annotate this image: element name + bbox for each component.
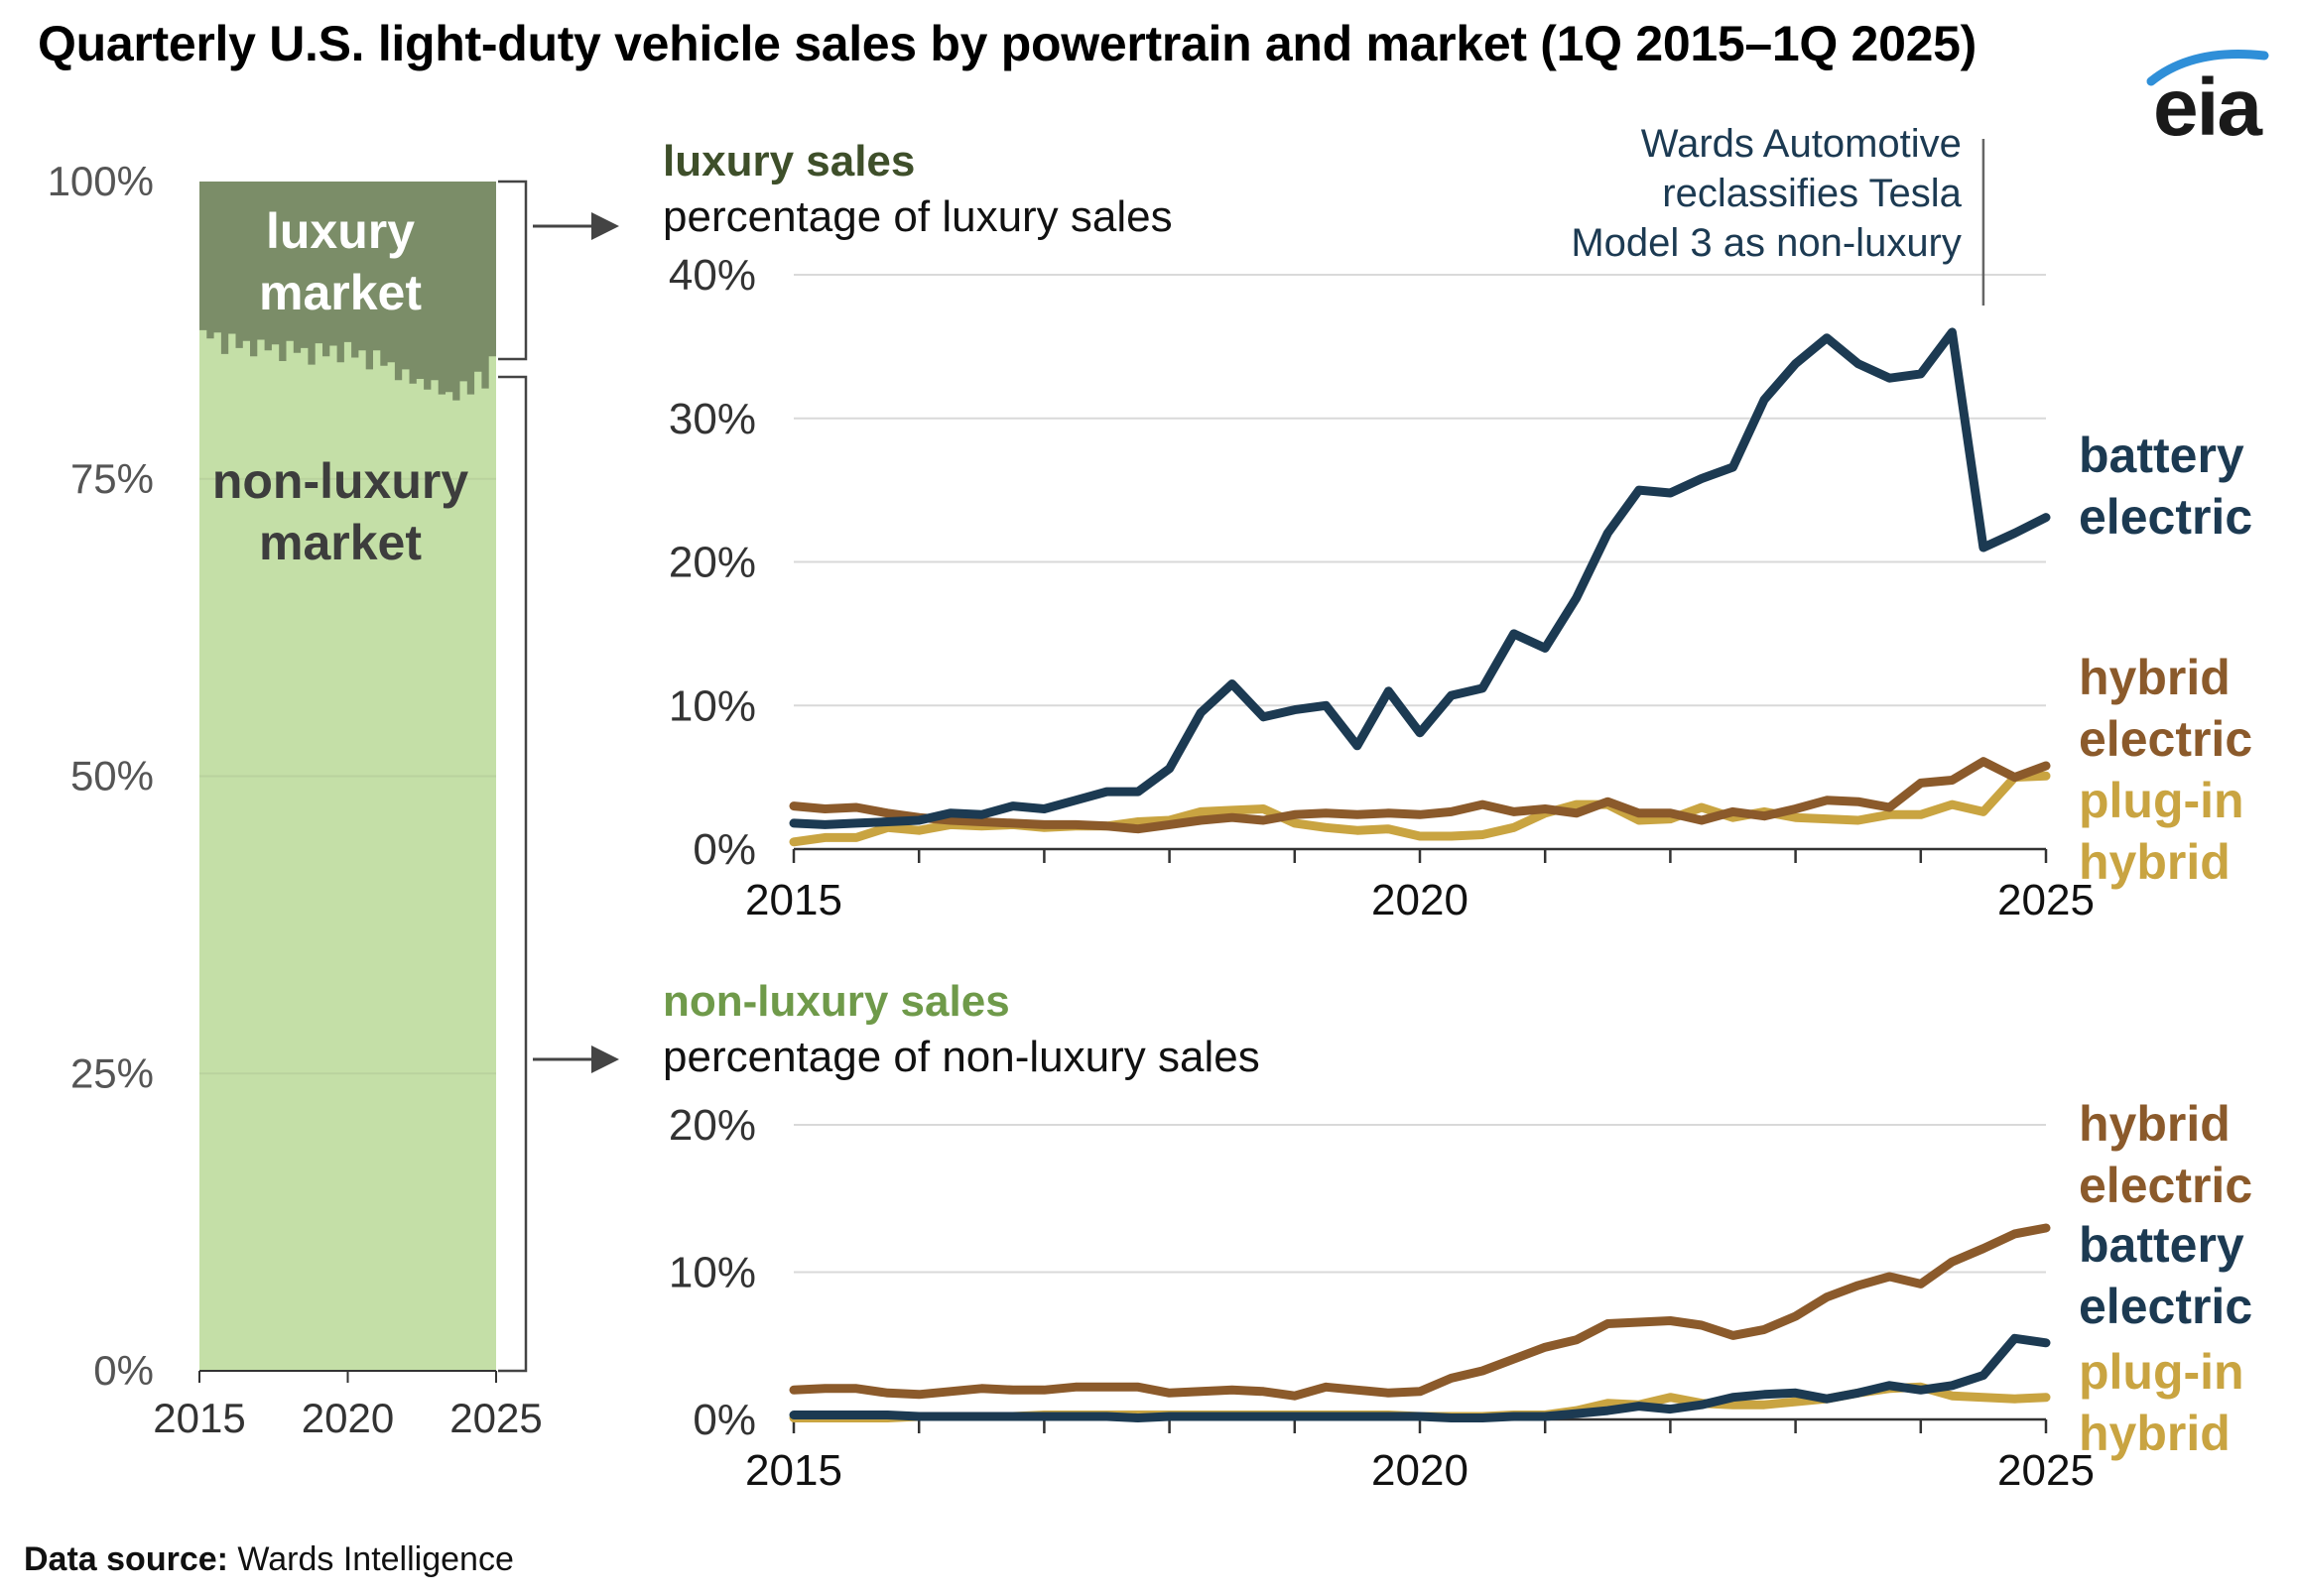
y-tick-label: 50% — [70, 753, 154, 799]
y-tick-label: 40% — [669, 251, 756, 300]
luxury-bracket — [498, 180, 528, 361]
series-label-plug-in-hybrid: hybrid — [2079, 1406, 2231, 1461]
panel-title: non-luxury sales — [663, 977, 1010, 1026]
x-tick-label: 2020 — [1371, 1446, 1468, 1495]
series-label-plug-in-hybrid: plug-in — [2079, 1344, 2244, 1400]
x-tick-label: 2025 — [449, 1395, 542, 1441]
y-tick-label: 30% — [669, 395, 756, 443]
nonluxury-market-label: non-luxury — [212, 453, 469, 509]
series-label-hybrid-electric: electric — [2079, 1158, 2252, 1213]
x-tick-label: 2025 — [1997, 876, 2095, 924]
panel-subtitle: percentage of luxury sales — [663, 192, 1173, 241]
luxury-arrow-head — [591, 212, 619, 240]
annotation-text: reclassifies Tesla — [1662, 172, 1962, 215]
data-source-label: Data source: — [24, 1540, 228, 1578]
y-tick-label: 100% — [48, 158, 154, 204]
x-tick-label: 2015 — [745, 876, 842, 924]
nonluxury-market-area — [199, 329, 496, 1371]
data-source-note: Data source: Wards Intelligence — [24, 1540, 514, 1579]
panel-subtitle: percentage of non-luxury sales — [663, 1033, 1260, 1081]
series-line-battery-electric — [789, 327, 2051, 829]
data-source-value: Wards Intelligence — [237, 1540, 514, 1578]
x-tick-label: 2015 — [153, 1395, 245, 1441]
y-tick-label: 25% — [70, 1049, 154, 1096]
y-tick-label: 20% — [669, 1101, 756, 1150]
series-label-battery-electric: battery — [2079, 1217, 2244, 1273]
eia-logo: eia — [2146, 50, 2269, 153]
luxury-market-label: luxury — [266, 203, 415, 259]
chart-title: Quarterly U.S. light-duty vehicle sales … — [38, 16, 1977, 71]
y-tick-label: 0% — [693, 1396, 756, 1444]
series-line-plug-in-hybrid — [789, 771, 2051, 847]
luxury-market-label: market — [259, 265, 422, 320]
series-label-battery-electric: electric — [2079, 489, 2252, 545]
series-label-hybrid-electric: hybrid — [2079, 1096, 2231, 1152]
y-tick-label: 0% — [693, 825, 756, 874]
y-tick-label: 10% — [669, 1249, 756, 1297]
luxury-sales-chart: luxury sales percentage of luxury sales 0%… — [663, 122, 2252, 924]
x-tick-label: 2020 — [302, 1395, 394, 1441]
x-tick-label: 2015 — [745, 1446, 842, 1495]
market-share-chart: 0% 25% 50% 75% 100% 2015 2020 2025 luxury market n… — [48, 158, 543, 1441]
series-line-hybrid-electric — [789, 1223, 2051, 1401]
panel-connectors — [498, 180, 619, 1373]
series-line-battery-electric — [789, 1333, 2051, 1422]
series-label-hybrid-electric: hybrid — [2079, 650, 2231, 705]
series-label-battery-electric: electric — [2079, 1279, 2252, 1334]
nonluxury-bracket — [498, 375, 528, 1373]
y-tick-label: 0% — [93, 1347, 154, 1394]
nonluxury-sales-chart: non-luxury sales percentage of non-luxury… — [663, 977, 2252, 1495]
annotation-text: Model 3 as non-luxury — [1571, 221, 1962, 265]
x-tick-label: 2025 — [1997, 1446, 2095, 1495]
eia-logo-text: eia — [2153, 62, 2263, 153]
annotation-text: Wards Automotive — [1641, 122, 1962, 166]
panel-title: luxury sales — [663, 137, 915, 185]
nonluxury-arrow-head — [591, 1045, 619, 1073]
y-tick-label: 10% — [669, 681, 756, 730]
series-label-plug-in-hybrid: hybrid — [2079, 834, 2231, 890]
series-label-hybrid-electric: electric — [2079, 711, 2252, 767]
series-line-hybrid-electric — [789, 757, 2051, 834]
x-tick-label: 2020 — [1371, 876, 1468, 924]
series-label-plug-in-hybrid: plug-in — [2079, 773, 2244, 828]
eia-logo-arc — [2146, 50, 2269, 86]
y-tick-label: 75% — [70, 455, 154, 502]
y-tick-label: 20% — [669, 539, 756, 587]
series-label-battery-electric: battery — [2079, 428, 2244, 483]
nonluxury-market-label: market — [259, 515, 422, 570]
